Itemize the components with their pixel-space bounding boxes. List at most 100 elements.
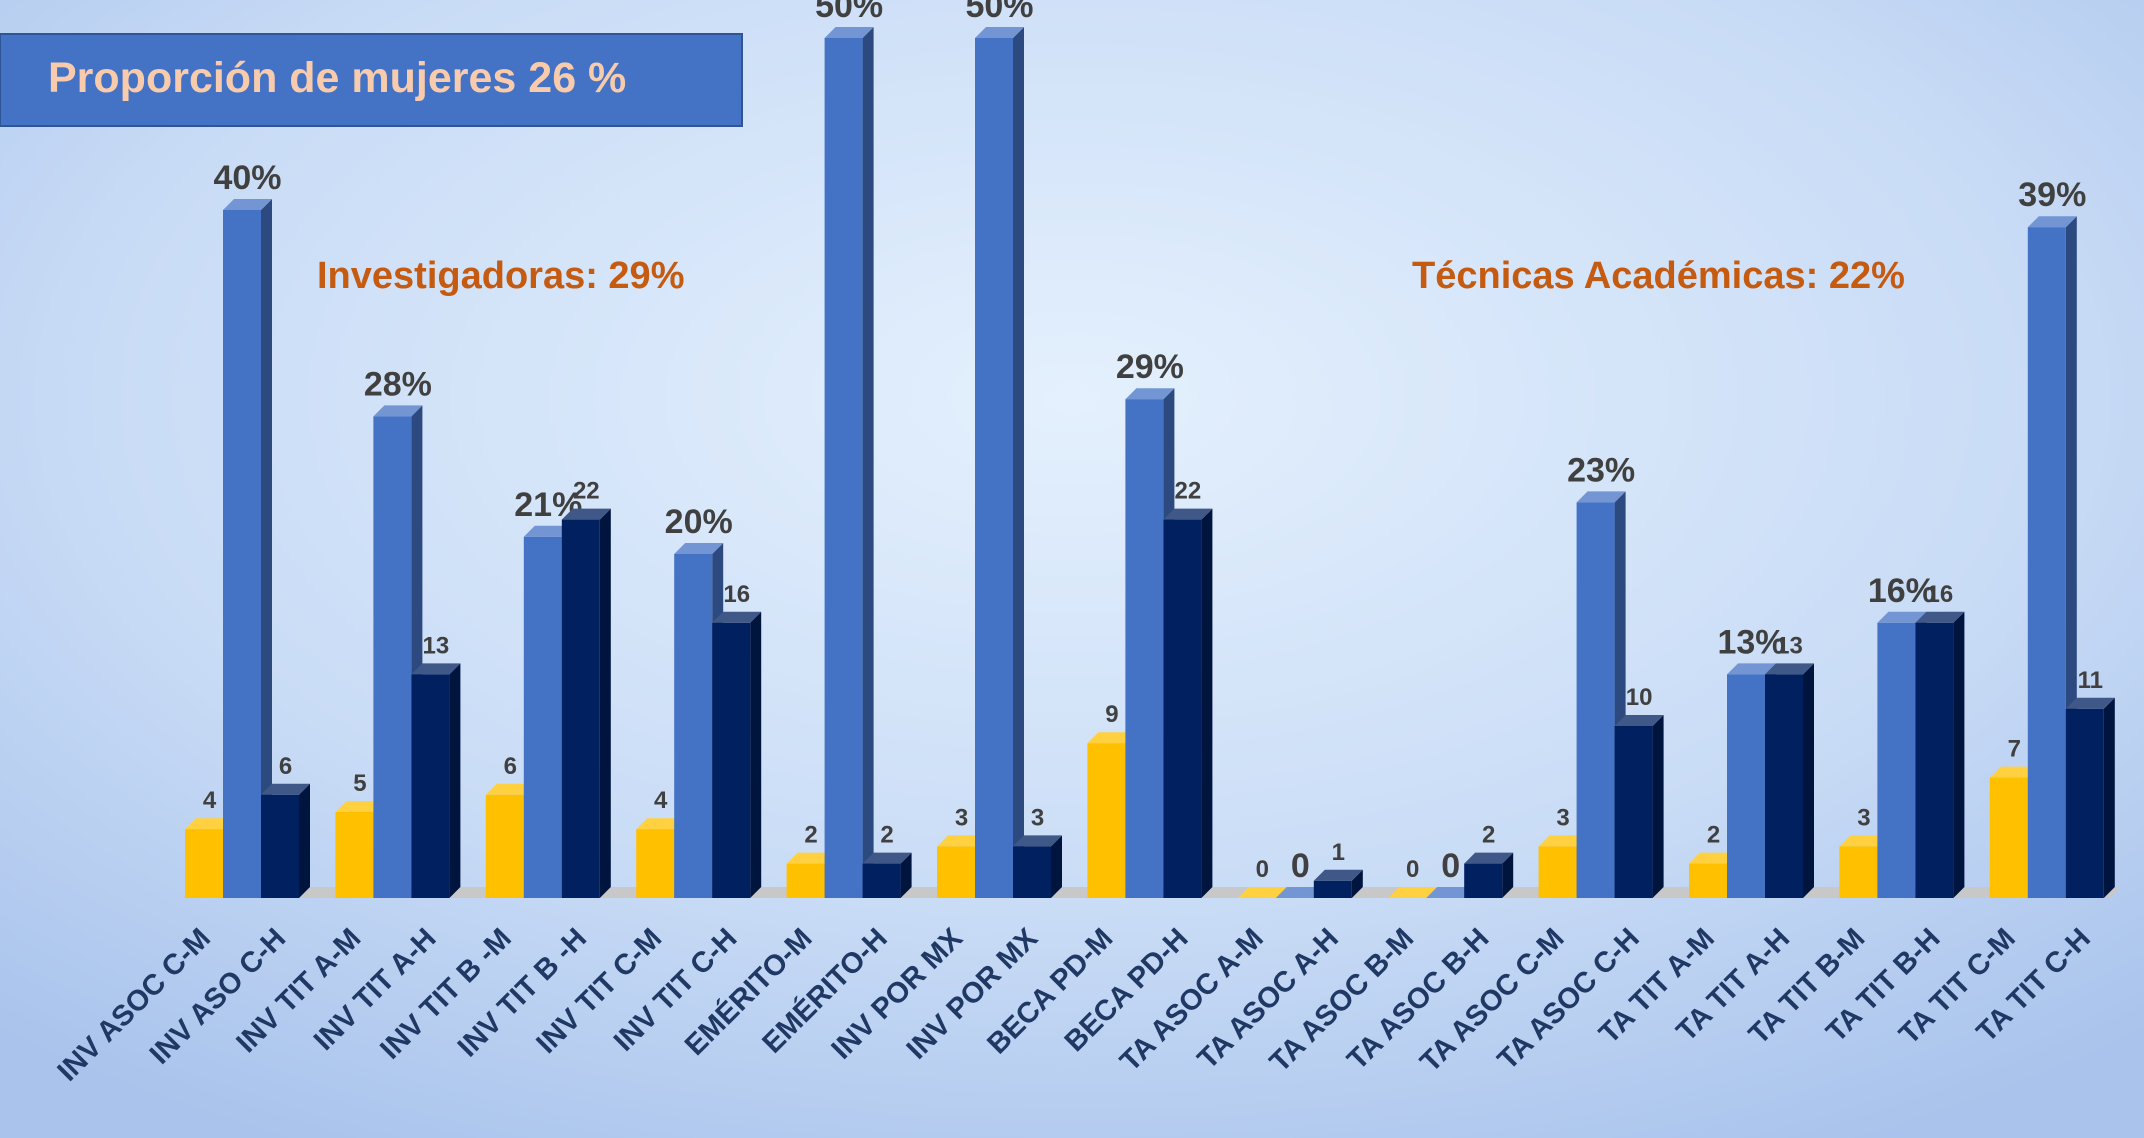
bar-top <box>1426 887 1476 898</box>
bar-side <box>862 27 874 898</box>
bar-top <box>1275 887 1325 898</box>
bar-top <box>712 611 762 623</box>
bar-top <box>1388 887 1438 898</box>
data-label: 4 <box>203 787 217 814</box>
bar-side <box>1351 869 1363 898</box>
bar-side <box>1201 508 1213 898</box>
data-label: 10 <box>1626 684 1653 711</box>
data-label: 39% <box>2018 176 2086 214</box>
bar-top <box>2027 216 2077 228</box>
bar <box>1087 743 1126 898</box>
bar <box>261 794 299 898</box>
bar-top <box>862 852 912 864</box>
data-label: 2 <box>880 822 893 849</box>
data-label: 0 <box>1406 856 1419 883</box>
data-label: 0 <box>1441 847 1460 885</box>
bar-top <box>674 543 724 554</box>
bar-side <box>599 508 611 898</box>
annotation: Investigadoras: 29% <box>317 255 684 297</box>
data-label: 3 <box>955 804 968 831</box>
bar-side <box>1953 611 1965 898</box>
data-label: 3 <box>1031 804 1044 831</box>
bar-top <box>1839 835 1889 847</box>
bar-top <box>1765 663 1814 675</box>
data-label: 50% <box>965 0 1033 25</box>
data-label: 2 <box>804 822 817 849</box>
bar-side <box>1502 852 1514 898</box>
data-label: 50% <box>815 0 883 25</box>
bar <box>1163 519 1202 898</box>
bar-top <box>1125 388 1175 400</box>
data-label: 3 <box>1857 804 1870 831</box>
bar-top <box>1689 852 1738 864</box>
data-label: 20% <box>665 503 733 541</box>
bar-side <box>1652 715 1664 898</box>
bar-top <box>975 27 1024 38</box>
data-label: 0 <box>1256 856 1269 883</box>
bar-side <box>900 852 912 898</box>
data-label: 13% <box>1717 623 1785 661</box>
bar-top <box>1576 491 1626 503</box>
data-label: 16% <box>1868 572 1936 610</box>
data-label: 0 <box>1291 847 1310 885</box>
bar-top <box>1877 611 1927 623</box>
bar-top <box>1614 715 1664 726</box>
data-label: 7 <box>2008 736 2021 763</box>
bar <box>1915 622 1954 898</box>
data-label: 9 <box>1105 701 1118 728</box>
bar <box>1538 846 1577 898</box>
bar <box>1765 674 1803 898</box>
bar <box>862 863 901 898</box>
data-label: 4 <box>654 787 668 814</box>
chart-title: Proporción de mujeres 26 % <box>48 54 626 102</box>
bar <box>1576 502 1615 898</box>
data-label: 2 <box>1707 822 1720 849</box>
bar <box>712 622 751 898</box>
bar-top <box>1013 835 1062 847</box>
bar <box>561 519 600 898</box>
data-label: 3 <box>1556 804 1569 831</box>
data-label: 6 <box>279 753 292 780</box>
bar <box>1727 674 1765 898</box>
bar <box>1313 880 1352 898</box>
bar-side <box>1803 663 1814 898</box>
data-label: 22 <box>573 478 600 505</box>
bar <box>975 38 1013 898</box>
data-label: 1 <box>1332 839 1345 866</box>
data-label: 22 <box>1175 478 1202 505</box>
bar-top <box>636 818 686 830</box>
bar <box>335 812 374 898</box>
bar-top <box>485 783 535 795</box>
bar-top <box>1915 611 1965 623</box>
bar-side <box>299 783 310 898</box>
bar-top <box>261 783 310 795</box>
bar-side <box>1013 27 1024 898</box>
bar-side <box>1051 835 1062 898</box>
bar <box>1689 863 1727 898</box>
data-label: 5 <box>353 770 366 797</box>
bar <box>523 536 562 898</box>
bar-side <box>750 611 762 898</box>
bar-top <box>1727 663 1776 675</box>
bar <box>937 846 975 898</box>
bar-side <box>261 199 272 898</box>
bar-top <box>1989 766 2039 778</box>
bar-top <box>1313 869 1363 881</box>
bar-top <box>824 27 874 38</box>
bar <box>1614 726 1653 898</box>
bar-top <box>561 508 611 520</box>
bar-top <box>223 199 272 210</box>
bar <box>1839 846 1878 898</box>
bar-side <box>449 663 461 898</box>
data-label: 23% <box>1567 451 1635 489</box>
annotation: Técnicas Académicas: 22% <box>1412 255 1905 297</box>
bar-top <box>523 525 573 537</box>
bar <box>674 554 713 898</box>
bar-top <box>411 663 461 675</box>
bar <box>824 38 863 898</box>
bar <box>485 794 524 898</box>
bar <box>786 863 825 898</box>
data-label: 13 <box>1776 632 1803 659</box>
data-label: 11 <box>2078 667 2103 694</box>
